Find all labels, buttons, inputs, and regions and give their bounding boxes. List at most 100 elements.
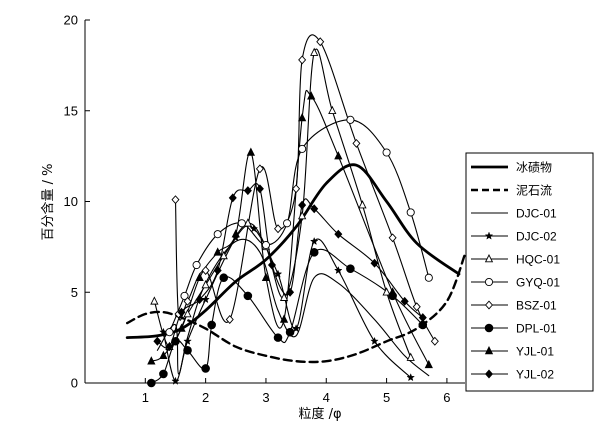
- data-point-DPL-01: [309, 248, 319, 257]
- data-point-YJL-02: [298, 200, 307, 210]
- data-point-GYQ-01: [424, 273, 433, 282]
- legend-label-BSZ-01: BSZ-01: [516, 299, 557, 313]
- data-point-YJL-02: [286, 287, 295, 297]
- data-point-BSZ-01: [171, 195, 180, 205]
- x-axis-title: 粒度 /φ: [298, 406, 341, 422]
- data-point-YJL-02: [153, 336, 162, 346]
- legend-marker-YJL-02: [484, 369, 494, 379]
- x-tick-label: 4: [323, 390, 330, 405]
- data-point-BSZ-01: [352, 138, 361, 148]
- data-point-DJC-02: [273, 269, 283, 278]
- data-point-YJL-01: [246, 147, 256, 156]
- data-point-YJL-01: [177, 323, 186, 332]
- data-point-YJL-02: [243, 186, 252, 196]
- data-point-DPL-01: [273, 333, 283, 342]
- x-tick-label: 5: [383, 390, 390, 405]
- data-point-BSZ-01: [183, 296, 192, 306]
- plot-markers: [147, 37, 439, 388]
- data-point-DPL-01: [207, 320, 216, 330]
- series-line-YJL-01: [150, 89, 430, 366]
- data-point-DJC-02: [291, 324, 301, 333]
- data-point-DPL-01: [346, 264, 355, 273]
- data-point-HQC-01: [219, 250, 228, 260]
- data-point-DPL-01: [201, 364, 210, 373]
- data-point-YJL-01: [307, 91, 316, 100]
- data-point-BSZ-01: [292, 184, 301, 194]
- data-point-DPL-01: [243, 291, 253, 301]
- data-point-YJL-02: [334, 229, 343, 239]
- data-point-GYQ-01: [237, 219, 246, 228]
- legend-marker-YJL-01: [484, 345, 494, 355]
- data-point-HQC-01: [150, 296, 159, 305]
- series-line-泥石流: [126, 252, 467, 364]
- data-point-YJL-02: [400, 296, 409, 306]
- legend-label-HQC-01: HQC-01: [516, 253, 560, 267]
- legend-marker-DJC-02: [484, 231, 494, 240]
- data-point-GYQ-01: [346, 115, 355, 124]
- data-point-YJL-02: [165, 342, 174, 352]
- data-point-DPL-01: [159, 369, 168, 379]
- data-point-GYQ-01: [180, 291, 189, 300]
- legend-marker-BSZ-01: [484, 300, 494, 310]
- data-point-HQC-01: [328, 105, 337, 115]
- data-point-GYQ-01: [406, 208, 415, 217]
- legend-label-YJL-01: YJL-01: [516, 345, 554, 359]
- data-point-YJL-02: [267, 260, 276, 270]
- series-line-HQC-01: [153, 48, 412, 359]
- data-point-BSZ-01: [412, 302, 421, 312]
- data-point-DPL-01: [285, 327, 295, 337]
- data-point-GYQ-01: [261, 241, 271, 250]
- data-point-YJL-02: [370, 258, 379, 268]
- data-point-YJL-01: [424, 359, 433, 369]
- x-tick-label: 3: [262, 390, 269, 405]
- data-point-YJL-02: [213, 265, 222, 275]
- legend-marker-HQC-01: [484, 253, 494, 263]
- axes: 0 5 10 15 20 1 2 3 4 5 6: [64, 13, 465, 405]
- data-point-YJL-01: [298, 113, 307, 122]
- data-point-GYQ-01: [213, 230, 222, 239]
- data-point-DJC-02: [183, 336, 192, 345]
- y-tick-label: 10: [64, 194, 78, 209]
- legend-label-DJC-01: DJC-01: [516, 207, 557, 221]
- legend-label-DPL-01: DPL-01: [516, 322, 557, 336]
- data-point-HQC-01: [279, 292, 289, 301]
- data-point-YJL-02: [177, 307, 186, 317]
- data-point-DJC-02: [249, 224, 259, 233]
- data-point-YJL-01: [147, 356, 156, 365]
- data-point-YJL-01: [231, 229, 240, 238]
- y-tick-label: 0: [71, 376, 78, 391]
- data-point-HQC-01: [406, 352, 415, 361]
- data-point-DPL-01: [219, 273, 229, 283]
- data-point-DPL-01: [171, 336, 180, 346]
- data-point-BSZ-01: [298, 55, 307, 65]
- data-point-YJL-01: [388, 287, 397, 296]
- data-point-DPL-01: [183, 346, 192, 355]
- series-line-YJL-02: [156, 182, 424, 349]
- data-point-YJL-02: [195, 295, 204, 304]
- data-point-HQC-01: [298, 211, 307, 220]
- data-point-GYQ-01: [192, 260, 201, 270]
- data-point-YJL-01: [195, 272, 204, 281]
- series-line-DJC-01: [156, 238, 430, 377]
- plot-lines: [125, 34, 467, 384]
- data-point-YJL-02: [255, 184, 264, 194]
- data-point-BSZ-01: [316, 37, 325, 47]
- data-point-HQC-01: [201, 279, 210, 289]
- data-point-GYQ-01: [382, 148, 391, 157]
- data-point-YJL-02: [418, 313, 427, 323]
- data-point-YJL-02: [310, 204, 319, 214]
- data-point-YJL-01: [159, 350, 168, 360]
- legend-marker-GYQ-01: [484, 277, 494, 287]
- data-point-YJL-01: [213, 247, 222, 256]
- data-point-HQC-01: [310, 47, 319, 56]
- data-point-GYQ-01: [283, 219, 292, 228]
- legend-label-DJC-02: DJC-02: [516, 230, 557, 244]
- legend-label-冰碛物: 冰碛物: [516, 161, 552, 175]
- y-tick-label: 15: [64, 103, 78, 118]
- x-tick-label: 2: [202, 390, 209, 405]
- legend-label-GYQ-01: GYQ-01: [516, 276, 560, 290]
- data-point-YJL-02: [228, 193, 237, 203]
- data-point-HQC-01: [183, 309, 192, 318]
- data-point-DJC-02: [309, 236, 319, 246]
